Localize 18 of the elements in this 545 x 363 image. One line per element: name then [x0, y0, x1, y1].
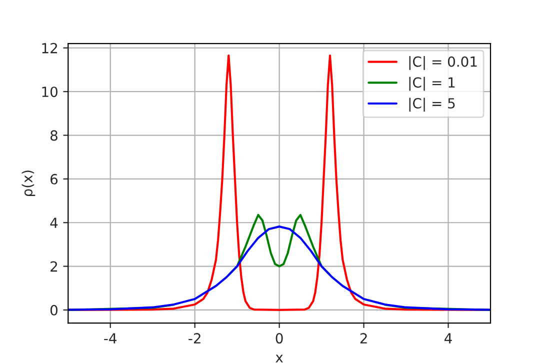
y-tick-label: 10 [42, 86, 58, 98]
y-tick-label: 4 [50, 218, 58, 228]
legend-label: |C| = 1 [409, 76, 455, 91]
y-tick-label: 12 [42, 42, 58, 54]
y-tick-label: 0 [50, 304, 58, 316]
y-tick-label: 6 [50, 174, 58, 184]
x-tick-label: 4 [444, 333, 452, 344]
x-tick-label: -2 [188, 333, 200, 344]
x-axis-title: x [276, 354, 283, 362]
legend-label: |C| = 0.01 [409, 56, 477, 70]
y-tick-label: 2 [50, 261, 58, 272]
y-tick-label: 8 [50, 130, 58, 141]
x-tick-label: 2 [360, 333, 367, 344]
x-tick-label: 0 [276, 333, 283, 344]
legend-label: |C| = 5 [409, 98, 455, 112]
y-axis-title: ρ(x) [22, 170, 36, 196]
x-tick-label: -4 [104, 333, 117, 344]
line-series [68, 226, 490, 311]
